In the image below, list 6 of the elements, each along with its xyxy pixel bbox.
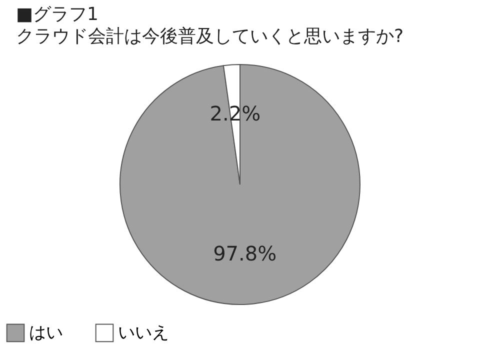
legend-label: はい [29,322,63,343]
legend-label: いいえ [118,322,169,343]
data-label: 97.8% [213,241,277,266]
chart-subtitle: クラウド会計は今後普及していくと思いますか? [16,26,404,47]
chart-title: ■グラフ1 [16,4,98,25]
pie-slice [120,64,360,305]
